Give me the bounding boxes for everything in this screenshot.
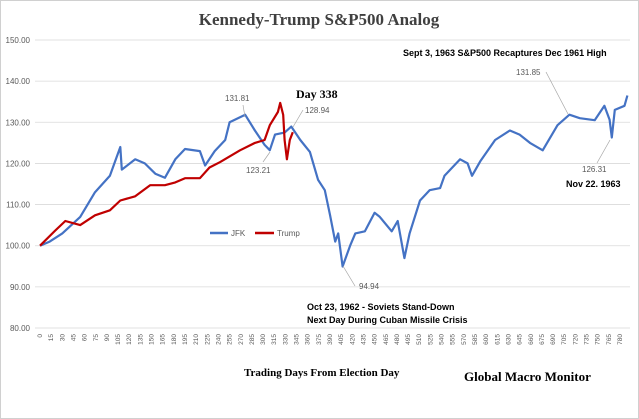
x-tick-label: 465: [383, 334, 390, 345]
label-oct-23-line1: Oct 23, 1962 - Soviets Stand-Down: [307, 302, 455, 312]
x-tick-label: 495: [405, 334, 412, 345]
label-oct-23-line2: Next Day During Cuban Missile Crisis: [307, 315, 468, 325]
x-tick-label: 735: [584, 334, 591, 345]
x-tick-label: 555: [450, 334, 457, 345]
label-131-81: 131.81: [225, 94, 250, 103]
x-tick-label: 360: [305, 334, 312, 345]
x-tick-label: 450: [372, 334, 379, 345]
x-tick-label: 675: [539, 334, 546, 345]
x-tick-label: 585: [472, 334, 479, 345]
x-axis-label: Trading Days From Election Day: [244, 367, 400, 379]
label-nov-22: Nov 22. 1963: [566, 179, 621, 189]
y-tick-label: 100.00: [6, 242, 31, 251]
annotations: 131.81 Day 338 128.94 123.21 94.94 Oct 2…: [225, 48, 621, 325]
x-tick-label: 510: [416, 334, 423, 345]
x-tick-label: 165: [160, 334, 167, 345]
footer-brand: Global Macro Monitor: [464, 369, 591, 384]
x-tick-label: 525: [427, 334, 434, 345]
x-tick-label: 105: [115, 334, 122, 345]
leader-line: [292, 109, 304, 128]
x-tick-label: 780: [617, 334, 624, 345]
x-tick-label: 660: [528, 334, 535, 345]
x-tick-label: 405: [338, 334, 345, 345]
x-tick-label: 345: [294, 334, 301, 345]
y-tick-label: 120.00: [6, 159, 31, 168]
x-tick-label: 135: [137, 334, 144, 345]
x-tick-label: 240: [215, 334, 222, 345]
label-sept-3: Sept 3, 1963 S&P500 Recaptures Dec 1961 …: [403, 48, 607, 58]
x-tick-label: 45: [70, 334, 77, 342]
legend: JFK Trump: [210, 229, 300, 238]
x-tick-label: 570: [461, 334, 468, 345]
y-tick-label: 130.00: [6, 118, 31, 127]
y-tick-label: 140.00: [6, 77, 31, 86]
x-tick-label: 705: [561, 334, 568, 345]
x-tick-label: 150: [149, 334, 156, 345]
x-tick-label: 180: [171, 334, 178, 345]
x-tick-label: 225: [204, 334, 211, 345]
x-tick-label: 330: [282, 334, 289, 345]
legend-trump: Trump: [277, 229, 300, 238]
y-tick-label: 110.00: [6, 201, 30, 210]
leader-line: [596, 139, 611, 164]
x-tick-label: 690: [550, 334, 557, 345]
label-123-21: 123.21: [246, 166, 271, 175]
x-tick-label: 540: [439, 334, 446, 345]
y-tick-label: 150.00: [6, 36, 31, 45]
x-tick-label: 90: [104, 334, 111, 342]
x-tick-label: 270: [238, 334, 245, 345]
x-tick-label: 300: [260, 334, 267, 345]
x-tick-label: 390: [327, 334, 334, 345]
leader-line: [242, 104, 246, 118]
label-128-94: 128.94: [305, 106, 330, 115]
x-tick-label: 0: [37, 334, 44, 338]
series-line-jfk: [39, 95, 629, 268]
label-131-85: 131.85: [516, 68, 541, 77]
x-tick-label: 750: [595, 334, 602, 345]
x-tick-label: 720: [572, 334, 579, 345]
x-tick-label: 630: [505, 334, 512, 345]
x-tick-label: 600: [483, 334, 490, 345]
y-tick-label: 80.00: [10, 324, 31, 333]
leader-line: [262, 151, 271, 163]
x-tick-label: 210: [193, 334, 200, 345]
leader-line: [342, 265, 356, 287]
x-tick-label: 255: [227, 334, 234, 345]
x-tick-label: 285: [249, 334, 256, 345]
x-tick-label: 435: [360, 334, 367, 345]
x-tick-label: 420: [349, 334, 356, 345]
x-tick-label: 120: [126, 334, 133, 345]
x-tick-label: 30: [59, 334, 66, 342]
x-tick-label: 60: [82, 334, 89, 342]
x-tick-label: 375: [316, 334, 323, 345]
label-94-94: 94.94: [359, 282, 380, 291]
leader-line: [545, 71, 569, 115]
x-tick-label: 15: [48, 334, 55, 342]
x-tick-label: 75: [93, 334, 100, 342]
x-tick-label: 315: [271, 334, 278, 345]
label-126-31: 126.31: [582, 165, 607, 174]
series-line-trump: [39, 101, 294, 247]
x-tick-label: 645: [517, 334, 524, 345]
chart-title: Kennedy-Trump S&P500 Analog: [199, 10, 440, 29]
x-tick-label: 615: [494, 334, 501, 345]
x-tick-label: 765: [606, 334, 613, 345]
legend-jfk: JFK: [231, 229, 246, 238]
x-tick-label: 480: [394, 334, 401, 345]
y-tick-label: 90.00: [10, 283, 31, 292]
x-tick-label: 195: [182, 334, 189, 345]
label-day-338: Day 338: [296, 87, 338, 101]
